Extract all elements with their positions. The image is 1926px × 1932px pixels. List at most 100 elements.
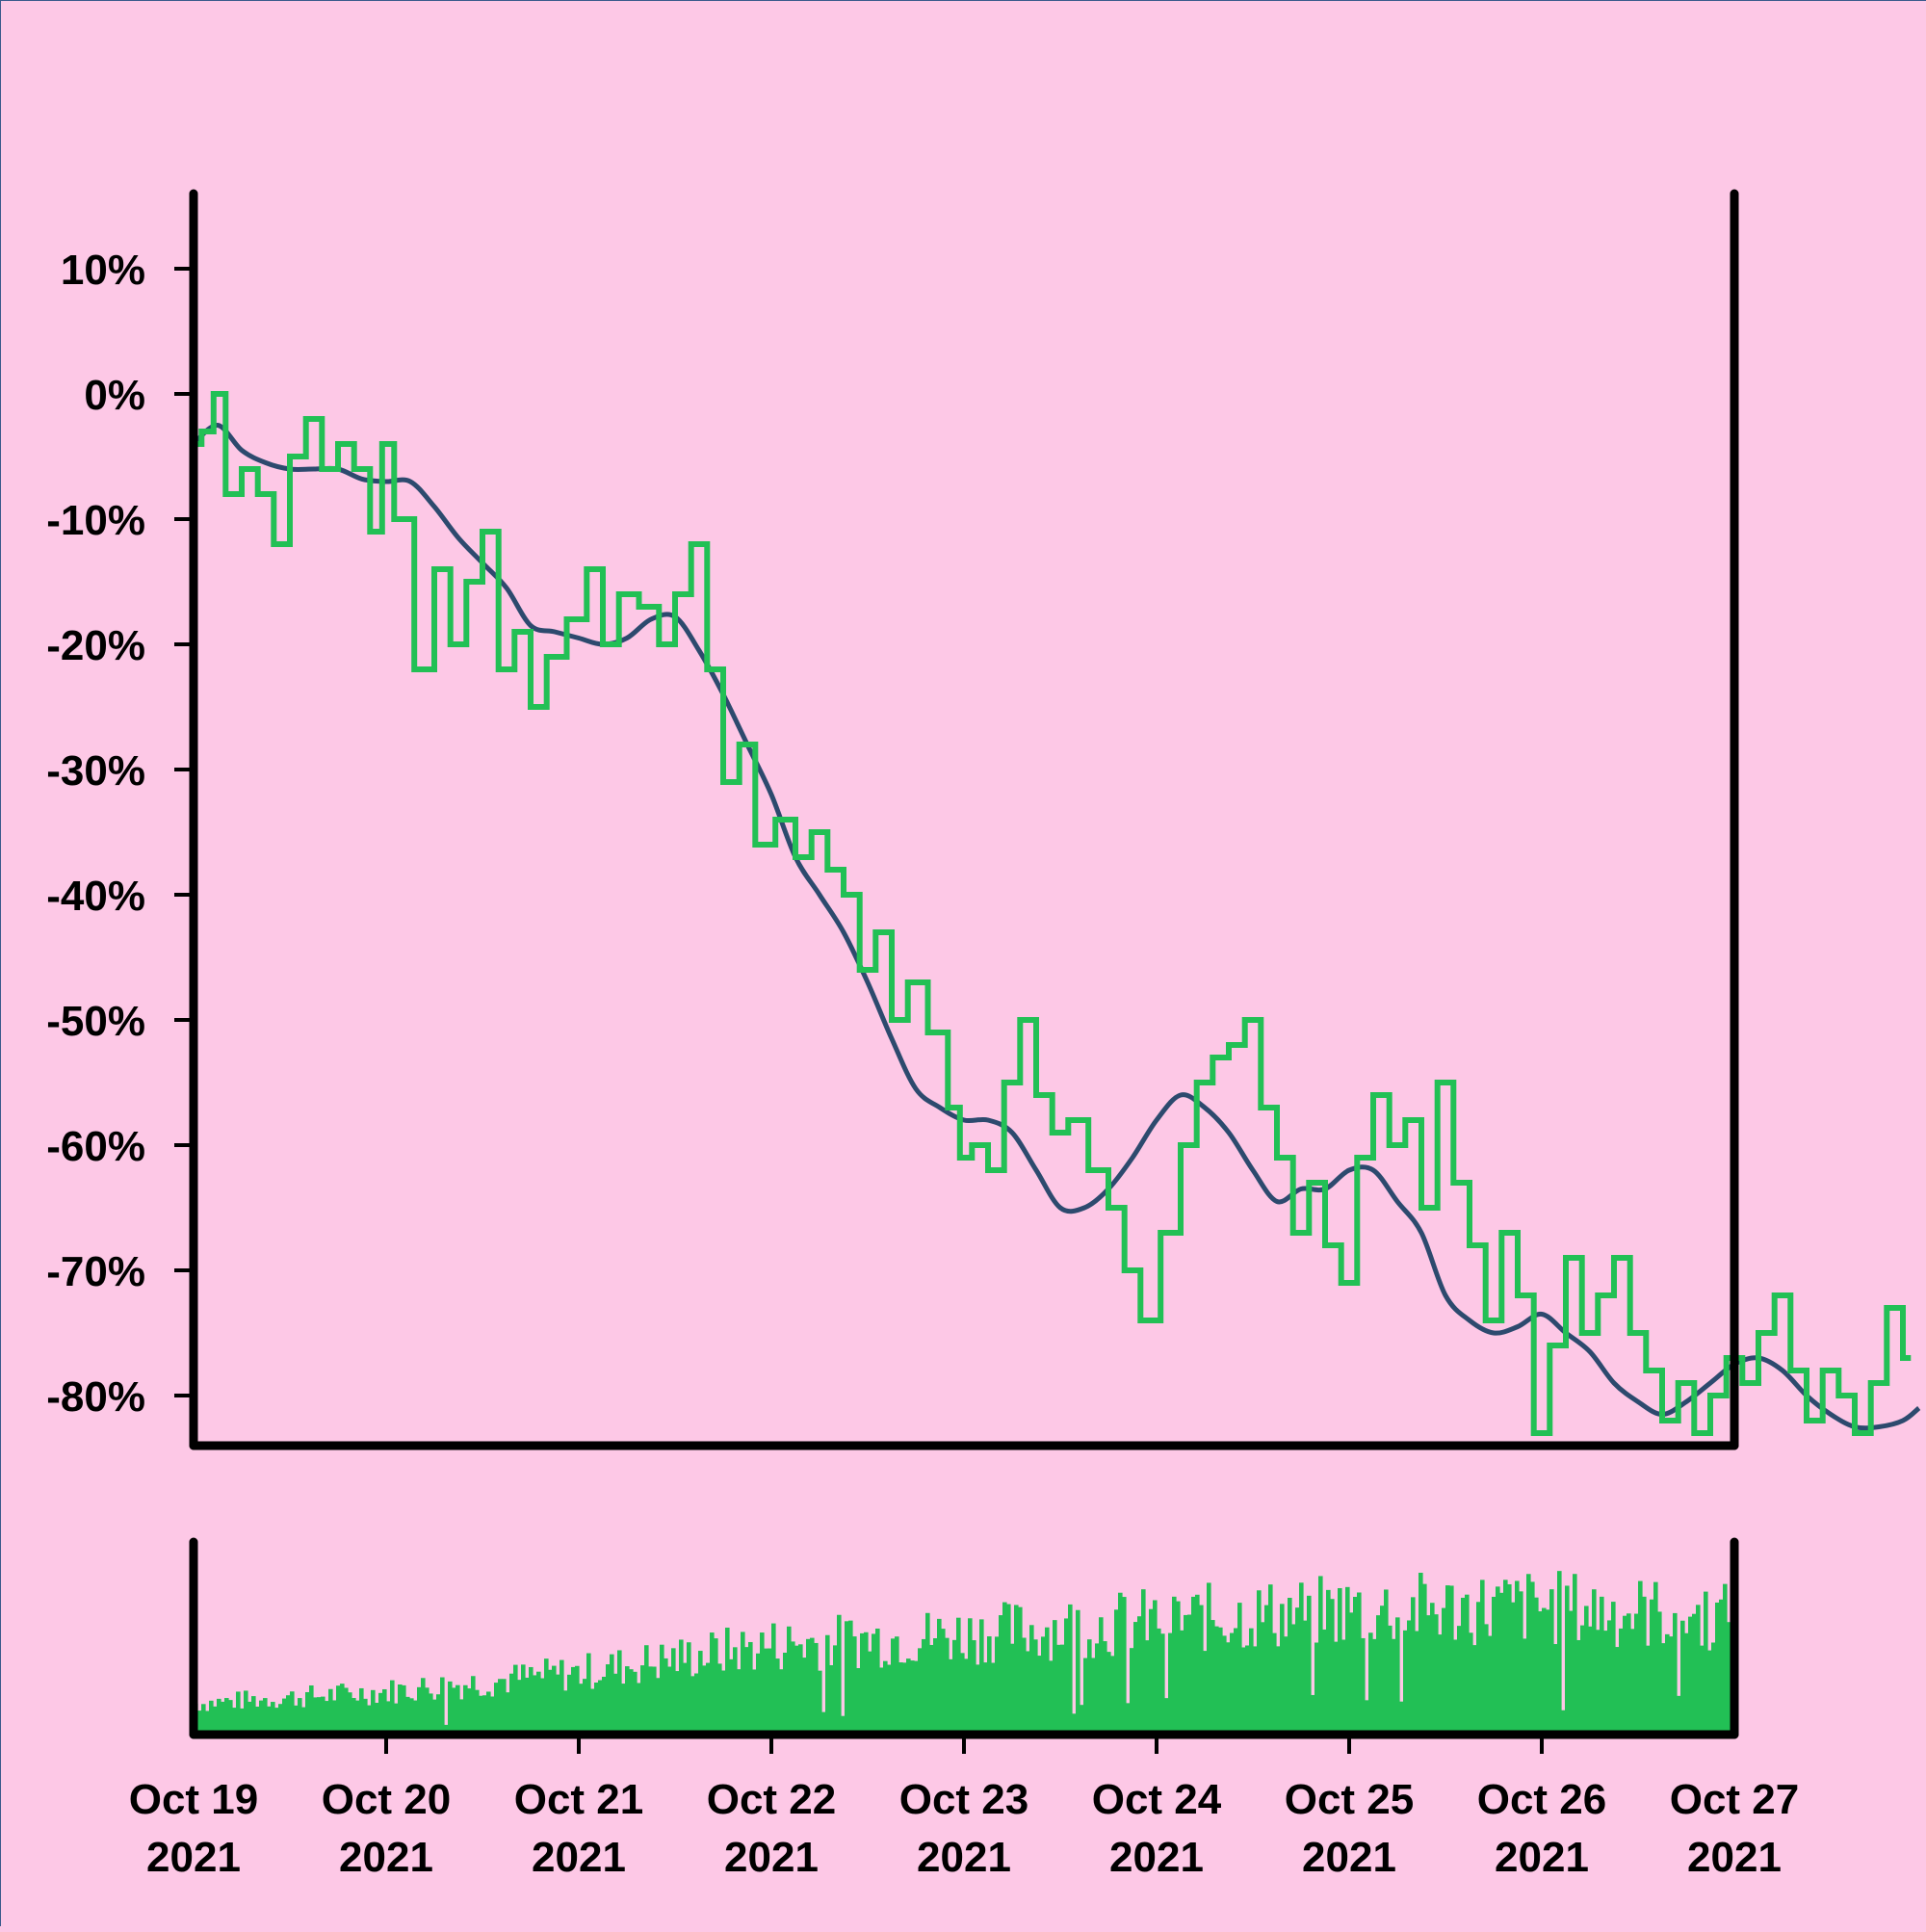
volume-bar: [945, 1637, 950, 1735]
volume-bar: [282, 1698, 287, 1735]
volume-bar: [1284, 1636, 1288, 1735]
volume-bar: [1249, 1628, 1254, 1735]
volume-bar: [729, 1658, 734, 1735]
volume-bar: [1623, 1615, 1627, 1735]
volume-bar: [1002, 1602, 1007, 1735]
volume-bar: [1064, 1618, 1069, 1735]
x-tick-label-date: Oct 25: [1285, 1776, 1415, 1823]
volume-bar: [1118, 1592, 1123, 1735]
volume-bar: [1245, 1645, 1250, 1735]
volume-bar: [1226, 1642, 1231, 1735]
volume-bar: [475, 1689, 480, 1735]
volume-bar: [1538, 1611, 1543, 1735]
volume-bar: [690, 1676, 695, 1735]
volume-bar: [548, 1669, 553, 1735]
volume-bar: [1476, 1602, 1481, 1735]
volume-bar: [683, 1662, 688, 1735]
volume-bar: [367, 1705, 372, 1735]
volume-bar: [1230, 1632, 1235, 1735]
volume-bar: [567, 1674, 572, 1735]
volume-bar: [1311, 1694, 1315, 1735]
volume-bar: [737, 1669, 742, 1735]
x-axis-ticks: Oct 19 2021 Oct 20 2021 Oct 21 2021 Oct 22 2021…: [129, 1735, 1799, 1881]
volume-bar: [274, 1708, 279, 1735]
volume-bar: [1076, 1609, 1080, 1735]
volume-bar: [775, 1658, 780, 1735]
volume-bar: [1349, 1612, 1354, 1735]
volume-bar: [521, 1664, 526, 1735]
x-tick-label-date: Oct 24: [1092, 1776, 1222, 1823]
volume-bar: [1080, 1705, 1084, 1735]
volume-bar: [1095, 1643, 1100, 1735]
volume-bar: [1684, 1632, 1689, 1735]
volume-bar: [421, 1678, 426, 1735]
volume-bar: [1160, 1633, 1165, 1735]
volume-bar: [1704, 1591, 1708, 1735]
volume-bar: [1106, 1652, 1111, 1735]
volume-bar: [1307, 1595, 1312, 1735]
y-tick-label: -40%: [46, 873, 145, 920]
volume-bar: [1133, 1622, 1138, 1735]
volume-bar: [956, 1617, 961, 1735]
x-tick-label-year: 2021: [339, 1834, 433, 1881]
volume-bar: [999, 1615, 1003, 1735]
volume-bar: [1600, 1596, 1604, 1735]
y-tick-label: -70%: [46, 1248, 145, 1295]
volume-bar: [1037, 1656, 1042, 1735]
volume-bar: [852, 1636, 857, 1735]
volume-bar: [879, 1667, 884, 1735]
x-tick-label-year: 2021: [1109, 1834, 1204, 1881]
volume-bar: [1122, 1597, 1127, 1735]
volume-bar: [1650, 1599, 1654, 1735]
volume-bar: [386, 1701, 391, 1735]
volume-bar: [402, 1684, 406, 1735]
volume-bar: [332, 1700, 337, 1735]
volume-bar: [1523, 1638, 1527, 1735]
volume-bar: [941, 1629, 946, 1735]
volume-bar: [1237, 1603, 1242, 1735]
volume-bar: [452, 1687, 456, 1735]
volume-bar: [1607, 1620, 1612, 1735]
volume-bar: [987, 1636, 992, 1735]
volume-bar: [448, 1681, 453, 1735]
volume-bar: [309, 1684, 314, 1735]
volume-bar: [325, 1701, 329, 1735]
volume-bar: [1680, 1620, 1685, 1735]
volume-bar: [872, 1633, 876, 1735]
volume-bar: [1638, 1580, 1643, 1735]
volume-bar: [490, 1696, 495, 1735]
volume-bar: [301, 1707, 306, 1735]
volume-bar: [640, 1665, 645, 1735]
volume-bar: [506, 1692, 510, 1735]
volume-bar: [664, 1658, 668, 1735]
volume-bar: [995, 1636, 1000, 1735]
volume-bar: [255, 1707, 260, 1735]
volume-bar: [1399, 1701, 1404, 1735]
volume-bar: [1388, 1625, 1392, 1735]
volume-bar: [1673, 1612, 1678, 1735]
volume-bar: [779, 1669, 784, 1735]
volume-bar: [1653, 1581, 1658, 1735]
volume-bar: [1445, 1585, 1450, 1735]
volume-bar: [633, 1671, 638, 1735]
volume-bar: [344, 1687, 349, 1735]
volume-bar: [1615, 1647, 1620, 1735]
volume-bar: [602, 1676, 607, 1735]
volume-bar: [1210, 1620, 1215, 1735]
volume-bar: [1014, 1605, 1019, 1735]
volume-bar: [533, 1675, 537, 1735]
volume-bar: [1592, 1589, 1597, 1735]
volume-bar: [818, 1670, 822, 1735]
volume-bar: [598, 1680, 603, 1735]
volume-bar: [833, 1645, 838, 1735]
volume-bar: [1719, 1599, 1724, 1735]
volume-bar: [394, 1703, 399, 1735]
volume-bar: [1472, 1645, 1477, 1735]
volume-bar: [752, 1669, 757, 1735]
volume-bar: [794, 1645, 799, 1735]
volume-bar: [317, 1697, 322, 1735]
volume-bar: [271, 1702, 275, 1735]
volume-bar: [1499, 1592, 1504, 1735]
volume-bar: [398, 1684, 403, 1735]
volume-bar: [1280, 1604, 1285, 1735]
